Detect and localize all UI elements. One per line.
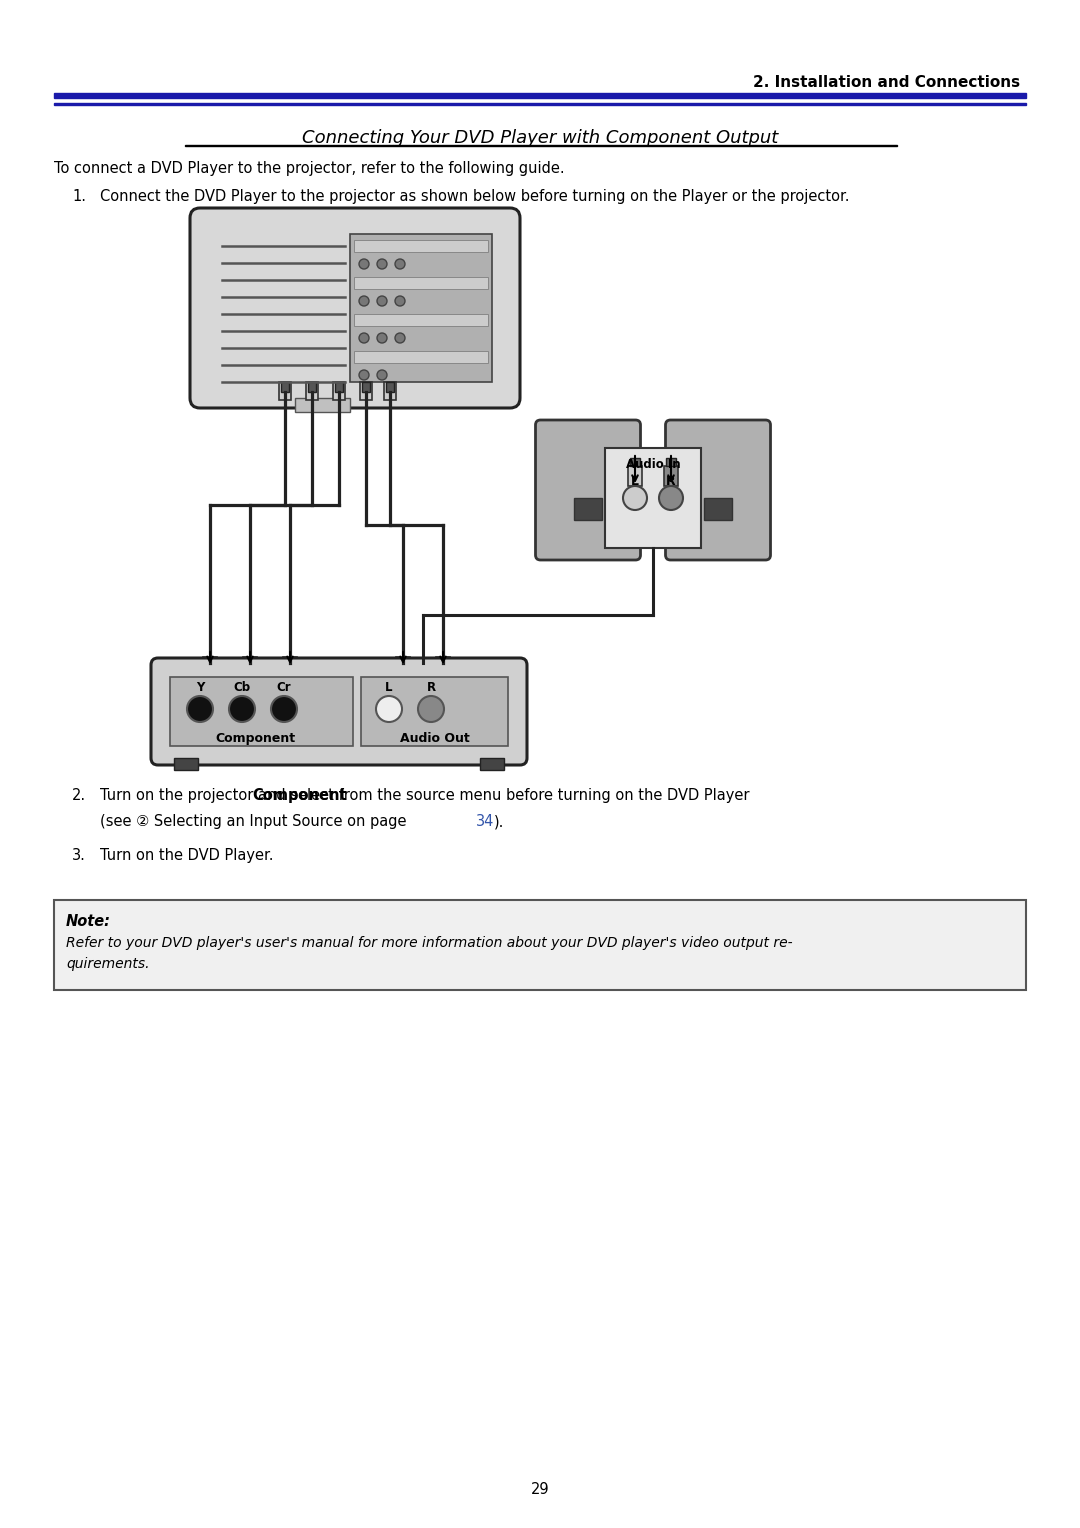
Text: from the source menu before turning on the DVD Player: from the source menu before turning on t… bbox=[334, 788, 750, 804]
Circle shape bbox=[229, 695, 255, 723]
Text: Connecting Your DVD Player with Component Output: Connecting Your DVD Player with Componen… bbox=[302, 128, 778, 147]
Bar bbox=[174, 758, 198, 770]
FancyBboxPatch shape bbox=[190, 208, 519, 408]
Text: Turn on the DVD Player.: Turn on the DVD Player. bbox=[100, 848, 273, 863]
Circle shape bbox=[377, 370, 387, 380]
Bar bbox=[333, 382, 345, 400]
Circle shape bbox=[271, 695, 297, 723]
Circle shape bbox=[395, 333, 405, 342]
Text: Audio In: Audio In bbox=[625, 457, 680, 471]
Circle shape bbox=[359, 333, 369, 342]
Bar bbox=[335, 382, 343, 393]
FancyBboxPatch shape bbox=[151, 659, 527, 766]
Bar bbox=[306, 382, 318, 400]
Circle shape bbox=[359, 370, 369, 380]
Bar bbox=[362, 382, 370, 393]
Bar bbox=[354, 313, 488, 325]
Bar bbox=[54, 900, 1026, 990]
Circle shape bbox=[377, 333, 387, 342]
Text: Audio Out: Audio Out bbox=[400, 732, 470, 744]
Bar bbox=[384, 382, 396, 400]
Text: L: L bbox=[631, 475, 639, 487]
Text: Refer to your DVD player's user's manual for more information about your DVD pla: Refer to your DVD player's user's manual… bbox=[66, 937, 793, 970]
Bar bbox=[350, 234, 492, 382]
Bar bbox=[480, 758, 504, 770]
Bar bbox=[54, 93, 1026, 98]
Bar bbox=[243, 657, 257, 678]
Bar bbox=[704, 498, 732, 520]
Circle shape bbox=[376, 695, 402, 723]
Text: Connect the DVD Player to the projector as shown below before turning on the Pla: Connect the DVD Player to the projector … bbox=[100, 188, 850, 203]
Bar bbox=[573, 498, 602, 520]
Text: 29: 29 bbox=[530, 1482, 550, 1497]
Text: 1.: 1. bbox=[72, 188, 86, 203]
Text: 3.: 3. bbox=[72, 848, 86, 863]
Bar bbox=[605, 448, 701, 549]
Text: 2.: 2. bbox=[72, 788, 86, 804]
Text: To connect a DVD Player to the projector, refer to the following guide.: To connect a DVD Player to the projector… bbox=[54, 160, 565, 176]
Bar bbox=[170, 677, 353, 746]
Text: Cb: Cb bbox=[233, 680, 251, 694]
Text: Turn on the projector and select: Turn on the projector and select bbox=[100, 788, 338, 804]
Circle shape bbox=[623, 486, 647, 510]
Bar bbox=[205, 657, 215, 669]
Circle shape bbox=[187, 695, 213, 723]
Bar bbox=[245, 657, 255, 669]
Bar bbox=[279, 382, 291, 400]
Bar bbox=[285, 657, 295, 669]
Bar bbox=[308, 382, 316, 393]
Text: (see ② Selecting an Input Source on page: (see ② Selecting an Input Source on page bbox=[100, 814, 411, 830]
Text: Component: Component bbox=[252, 788, 347, 804]
Circle shape bbox=[659, 486, 683, 510]
Bar bbox=[354, 240, 488, 252]
Circle shape bbox=[359, 296, 369, 306]
Text: Component: Component bbox=[215, 732, 296, 744]
Bar bbox=[438, 657, 448, 669]
Bar bbox=[354, 351, 488, 364]
Bar bbox=[386, 382, 394, 393]
FancyBboxPatch shape bbox=[536, 420, 640, 559]
Bar bbox=[630, 458, 640, 466]
Circle shape bbox=[395, 296, 405, 306]
Circle shape bbox=[395, 260, 405, 269]
Bar bbox=[666, 458, 676, 466]
Text: Cr: Cr bbox=[276, 680, 292, 694]
Bar bbox=[436, 657, 450, 678]
Bar bbox=[399, 657, 408, 669]
Bar bbox=[281, 382, 289, 393]
Text: R: R bbox=[666, 475, 676, 487]
Text: 34: 34 bbox=[476, 814, 495, 830]
Bar bbox=[295, 397, 350, 413]
Text: Y: Y bbox=[195, 680, 204, 694]
Bar bbox=[283, 657, 297, 678]
Bar bbox=[664, 466, 678, 486]
Circle shape bbox=[377, 296, 387, 306]
Text: L: L bbox=[386, 680, 393, 694]
Bar bbox=[203, 657, 217, 678]
Bar bbox=[54, 102, 1026, 105]
Bar bbox=[627, 466, 642, 486]
Bar bbox=[396, 657, 410, 678]
FancyBboxPatch shape bbox=[665, 420, 770, 559]
Text: R: R bbox=[427, 680, 435, 694]
Circle shape bbox=[377, 260, 387, 269]
Bar bbox=[361, 677, 508, 746]
Circle shape bbox=[359, 260, 369, 269]
Circle shape bbox=[418, 695, 444, 723]
Text: ).: ). bbox=[494, 814, 504, 830]
Text: 2. Installation and Connections: 2. Installation and Connections bbox=[753, 75, 1020, 90]
Bar bbox=[354, 277, 488, 289]
Bar bbox=[360, 382, 372, 400]
Text: Note:: Note: bbox=[66, 914, 111, 929]
